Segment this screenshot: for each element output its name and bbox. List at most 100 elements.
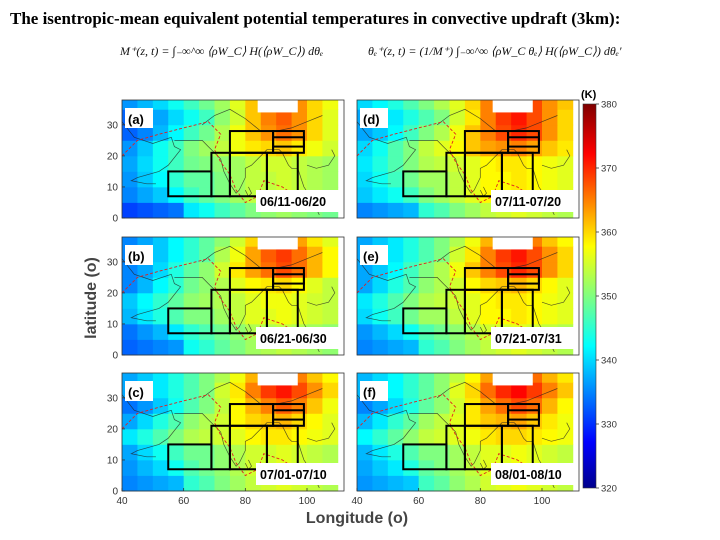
heatmap-cell bbox=[418, 100, 435, 110]
heatmap-cell bbox=[152, 292, 169, 309]
heatmap-cell bbox=[122, 237, 138, 247]
y-tick-label: 20 bbox=[107, 151, 119, 162]
heatmap-cell bbox=[464, 186, 481, 203]
colorbar-tick-label: 370 bbox=[601, 164, 617, 175]
coastline bbox=[356, 258, 417, 322]
coastline bbox=[244, 323, 252, 334]
heatmap-cell bbox=[229, 308, 246, 325]
heatmap-cell bbox=[418, 261, 435, 278]
heatmap-cell bbox=[557, 124, 574, 141]
heatmap-cell bbox=[307, 140, 323, 157]
heatmap-cell bbox=[372, 100, 389, 110]
heatmap-cell bbox=[403, 237, 420, 247]
heatmap-cell bbox=[214, 459, 231, 476]
heatmap-cell bbox=[214, 397, 231, 414]
heatmap-cell bbox=[418, 323, 435, 340]
heatmap-cell bbox=[183, 397, 200, 414]
colorbar-tick-label: 380 bbox=[601, 100, 617, 111]
heatmap-cell bbox=[322, 171, 339, 188]
heatmap-cell bbox=[495, 171, 512, 188]
heatmap-cell bbox=[495, 308, 512, 325]
heatmap-cell bbox=[464, 261, 481, 278]
heatmap-cell bbox=[403, 155, 420, 172]
heatmap-cell bbox=[418, 202, 435, 219]
equation-theta-mean: θₑ⁺(z, t) = (1/M⁺) ∫₋∞^∞ ⟨ρW_C θₑ⟩ H(⟨ρW… bbox=[368, 44, 622, 58]
x-tick-label: 100 bbox=[299, 496, 316, 507]
heatmap-cell bbox=[183, 413, 200, 430]
red-contour bbox=[121, 121, 320, 210]
heatmap-cell bbox=[387, 109, 404, 126]
coastline bbox=[541, 149, 571, 169]
heatmap-cell bbox=[214, 308, 231, 325]
heatmap-cell bbox=[137, 261, 154, 278]
heatmap-cell bbox=[418, 397, 435, 414]
panel-label: (b) bbox=[128, 249, 145, 264]
heatmap-cell bbox=[357, 323, 373, 340]
heatmap-cell bbox=[291, 413, 308, 430]
heatmap-cell bbox=[291, 382, 308, 399]
heatmap-cell bbox=[152, 382, 169, 399]
heatmap-cell bbox=[434, 109, 450, 126]
heatmap-cell bbox=[137, 323, 154, 340]
heatmap-cell bbox=[183, 261, 200, 278]
heatmap-cell bbox=[322, 397, 339, 414]
y-tick-label: 30 bbox=[107, 257, 119, 268]
red-contour bbox=[121, 394, 320, 483]
heatmap-cell bbox=[511, 246, 527, 263]
heatmap-cell bbox=[557, 292, 574, 309]
heatmap-cell bbox=[403, 124, 420, 141]
heatmap-cell bbox=[372, 261, 389, 278]
heatmap-cell bbox=[542, 261, 558, 278]
heatmap-cell bbox=[183, 339, 200, 356]
heatmap-cell bbox=[168, 475, 185, 492]
heatmap-cell bbox=[387, 292, 404, 309]
heatmap-cell bbox=[542, 413, 558, 430]
heatmap-cell bbox=[152, 397, 169, 414]
heatmap-cell bbox=[214, 444, 231, 461]
heatmap-cell bbox=[372, 339, 389, 356]
heatmap-cell bbox=[449, 373, 466, 383]
heatmap-cell bbox=[542, 124, 558, 141]
heatmap-cell bbox=[357, 373, 373, 383]
heatmap-cell bbox=[464, 308, 481, 325]
heatmap-cell bbox=[199, 292, 215, 309]
heatmap-cell bbox=[372, 373, 389, 383]
region-box bbox=[507, 273, 540, 285]
coastline bbox=[479, 323, 487, 334]
heatmap-cell bbox=[542, 246, 558, 263]
heatmap-cell bbox=[357, 308, 373, 325]
heatmap-cell bbox=[418, 246, 435, 263]
panel-frame bbox=[356, 372, 580, 492]
heatmap-cell bbox=[152, 373, 169, 383]
period-label: 06/11-06/20 bbox=[260, 195, 326, 209]
heatmap-cell bbox=[557, 237, 574, 247]
heatmap-cell bbox=[137, 475, 154, 492]
heatmap-cell bbox=[464, 444, 481, 461]
x-tick-label: 40 bbox=[351, 496, 363, 507]
heatmap-cell bbox=[464, 413, 481, 430]
heatmap-cell bbox=[122, 428, 138, 445]
heatmap-cell bbox=[372, 323, 389, 340]
heatmap-cell bbox=[276, 171, 292, 188]
heatmap-cell bbox=[387, 124, 404, 141]
heatmap-cell bbox=[260, 124, 277, 141]
heatmap-cell bbox=[542, 109, 558, 126]
heatmap-cell bbox=[168, 277, 185, 294]
period-label-bg bbox=[491, 327, 577, 349]
heatmap-cell bbox=[403, 373, 420, 383]
panel-label-bg bbox=[125, 108, 153, 128]
panel-label-bg bbox=[360, 108, 388, 128]
heatmap-cell bbox=[322, 308, 339, 325]
heatmap-cell bbox=[403, 413, 420, 430]
heatmap-cell bbox=[495, 124, 512, 141]
heatmap-cell bbox=[199, 186, 215, 203]
colorbar-tick-label: 340 bbox=[601, 356, 617, 367]
period-label-bg bbox=[491, 463, 577, 485]
x-tick-label: 100 bbox=[534, 496, 551, 507]
heatmap-cell bbox=[464, 100, 481, 110]
heatmap-cell bbox=[434, 459, 450, 476]
heatmap-cell bbox=[137, 373, 154, 383]
heatmap-cell bbox=[434, 100, 450, 110]
period-label: 06/21-06/30 bbox=[260, 332, 327, 346]
heatmap-cell bbox=[526, 292, 543, 309]
